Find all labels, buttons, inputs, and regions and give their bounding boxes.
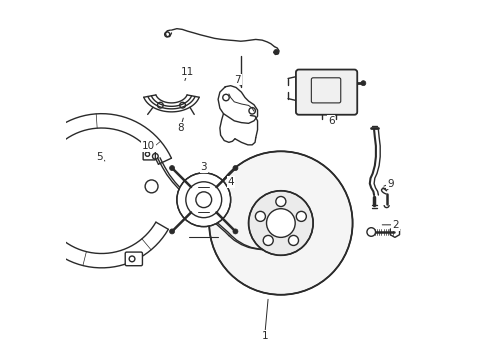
Text: 2: 2 bbox=[392, 220, 399, 230]
Circle shape bbox=[367, 228, 375, 236]
Circle shape bbox=[276, 197, 286, 207]
Circle shape bbox=[177, 173, 231, 226]
Circle shape bbox=[263, 235, 273, 246]
FancyBboxPatch shape bbox=[311, 78, 341, 103]
Text: 9: 9 bbox=[387, 179, 393, 189]
Circle shape bbox=[274, 49, 279, 54]
Text: 10: 10 bbox=[142, 141, 155, 151]
FancyBboxPatch shape bbox=[296, 69, 357, 115]
Text: 11: 11 bbox=[181, 67, 194, 77]
Text: 6: 6 bbox=[328, 116, 334, 126]
Circle shape bbox=[233, 166, 238, 171]
FancyBboxPatch shape bbox=[125, 252, 143, 266]
Text: 5: 5 bbox=[97, 152, 103, 162]
Circle shape bbox=[209, 151, 353, 295]
Circle shape bbox=[255, 211, 266, 221]
Text: 4: 4 bbox=[227, 177, 234, 187]
Circle shape bbox=[289, 235, 298, 246]
Circle shape bbox=[296, 211, 306, 221]
Text: 7: 7 bbox=[235, 75, 241, 85]
Circle shape bbox=[248, 191, 313, 255]
Circle shape bbox=[170, 229, 174, 234]
FancyBboxPatch shape bbox=[143, 149, 155, 160]
Circle shape bbox=[361, 81, 366, 86]
Circle shape bbox=[267, 209, 295, 237]
Circle shape bbox=[233, 229, 238, 234]
Text: 1: 1 bbox=[261, 331, 268, 341]
Text: 8: 8 bbox=[177, 123, 184, 133]
Circle shape bbox=[170, 166, 174, 171]
Text: 3: 3 bbox=[200, 162, 207, 172]
